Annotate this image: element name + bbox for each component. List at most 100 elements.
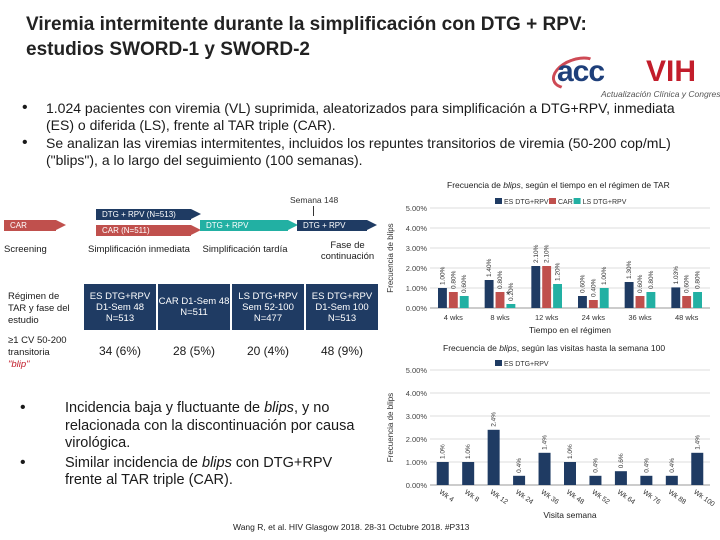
blip-value-cell: 48 (9%) <box>320 344 364 358</box>
row-label-regimen: Régimen de TAR y fase del estudio <box>8 291 70 326</box>
legend-label: ES DTG+RPV <box>504 199 549 206</box>
y-tick-label: 2.00% <box>406 264 428 273</box>
bar <box>635 296 645 308</box>
data-label: 1.4% <box>694 435 701 450</box>
data-label: 0.4% <box>592 458 599 473</box>
x-tick-label: 8 wks <box>490 313 509 322</box>
x-tick-label: 4 wks <box>444 313 463 322</box>
data-label: 0.6% <box>618 453 625 468</box>
bar <box>513 475 526 485</box>
bar <box>531 266 541 308</box>
acc-vih-logo: acc VIH Actualización Clínica y Congreso… <box>547 50 720 100</box>
bar <box>599 288 609 308</box>
chart-1-title: Frecuencia de blips, según el tiempo en … <box>447 180 670 190</box>
bar <box>671 287 681 308</box>
bar-label: CAR <box>10 221 27 230</box>
bar-label: DTG + RPV (N=513) <box>102 210 176 219</box>
bar <box>691 452 704 485</box>
bullet-text-em: blips <box>202 454 232 471</box>
bullet-text: Se analizan las viremias intermitentes, … <box>46 135 671 168</box>
annotation-asterisk: * <box>506 290 510 301</box>
bullet-dot-icon: • <box>20 453 26 471</box>
bullet-item: • Incidencia baja y fluctuante de blips,… <box>20 399 370 453</box>
y-tick-label: 0.00% <box>406 304 428 313</box>
y-tick-label: 5.00% <box>406 204 428 213</box>
y-axis-label: Frecuencia de blips <box>386 393 395 462</box>
y-tick-label: 3.00% <box>406 244 428 253</box>
bar <box>459 296 469 308</box>
x-tick-label: Wk 88 <box>667 489 687 506</box>
week-148-tick <box>313 206 314 216</box>
x-tick-label: Wk 12 <box>488 489 508 506</box>
x-tick-label: Wk 4 <box>438 489 455 504</box>
phase-screening: Screening <box>4 244 47 255</box>
bullet-item: • Se analizan las viremias intermitentes… <box>20 134 700 169</box>
data-label: 0.40% <box>590 278 597 297</box>
data-label: 0.20% <box>508 282 515 301</box>
row-label-blip-em: "blip" <box>8 359 30 370</box>
phase-immediate: Simplificación inmediata <box>88 244 190 255</box>
x-tick-label: Wk 100 <box>692 489 715 508</box>
regimen-cell: ES DTG+RPV D1-Sem 100 N=513 <box>306 284 378 330</box>
study-design-timeline: Semana 148 CAR DTG + RPV (N=513) CAR (N=… <box>0 193 385 473</box>
chart-blips-by-time: 0.00% 1.00% 2.00% 3.00% 4.00% 5.00% Frecuencia… <box>386 198 710 335</box>
bar <box>646 292 656 308</box>
data-label: 0.80% <box>497 270 504 289</box>
data-label: 1.20% <box>555 262 562 281</box>
data-label: 0.80% <box>648 270 655 289</box>
legend-label: ES DTG+RPV <box>504 361 549 368</box>
data-label: 0.4% <box>669 458 676 473</box>
bullet-text-pre: Similar incidencia de <box>65 454 203 471</box>
x-tick-label: 36 wks <box>628 313 652 322</box>
chart-title-pre: Frecuencia de <box>443 343 500 353</box>
bar <box>542 266 552 308</box>
data-label: 2.4% <box>491 412 498 427</box>
week-148-label: Semana 148 <box>290 195 339 205</box>
legend-label: CAR <box>558 199 573 206</box>
bar <box>448 292 458 308</box>
regimen-cell: LS DTG+RPV Sem 52-100 N=477 <box>232 284 304 330</box>
legend-label: LS DTG+RPV <box>583 199 627 206</box>
row-label-blip-text: ≥1 CV 50-200 transitoria <box>8 335 67 358</box>
bullet-item: • 1.024 pacientes con viremia (VL) supri… <box>20 99 700 134</box>
row-label-blip: ≥1 CV 50-200 transitoria "blip" <box>8 335 83 371</box>
bar <box>589 475 602 485</box>
chart-2-title: Frecuencia de blips, según las visitas h… <box>443 343 665 353</box>
chart-blips-by-visit: 0.00% 1.00% 2.00% 3.00% 4.00% 5.00% Frecuencia… <box>386 360 715 520</box>
bar-label: DTG + RPV <box>206 221 249 230</box>
bar <box>588 300 598 308</box>
y-tick-label: 2.00% <box>406 435 428 444</box>
bar <box>484 280 494 308</box>
conclusion-bullets: • Incidencia baja y fluctuante de blips,… <box>20 399 370 492</box>
data-label: 1.30% <box>626 260 633 279</box>
x-axis-label: Tiempo en el régimen <box>529 325 611 335</box>
intro-bullets: • 1.024 pacientes con viremia (VL) supri… <box>20 99 700 170</box>
bar <box>693 292 702 308</box>
data-label: 2.10% <box>533 244 540 263</box>
bar <box>640 475 653 485</box>
bar-label: CAR (N=511) <box>102 226 150 235</box>
bar <box>538 452 551 485</box>
data-label: 1.4% <box>542 435 549 450</box>
x-tick-label: Wk 36 <box>539 489 559 506</box>
data-label: 1.03% <box>673 266 680 285</box>
bar <box>614 471 627 485</box>
data-label: 0.80% <box>450 270 457 289</box>
data-label: 0.60% <box>461 274 468 293</box>
phase-continuation: Fase de continuación <box>320 240 375 262</box>
x-tick-label: Wk 64 <box>616 489 636 506</box>
data-label: 1.00% <box>439 266 446 285</box>
blip-value-cell: 20 (4%) <box>246 344 290 358</box>
bar-label: DTG + RPV <box>303 221 346 230</box>
bar <box>553 284 562 308</box>
title-line-2: estudios SWORD-1 y SWORD-2 <box>26 39 310 60</box>
data-label: 0.60% <box>637 274 644 293</box>
y-tick-label: 4.00% <box>406 224 428 233</box>
reference-footnote: Wang R, et al. HIV Glasgow 2018. 28-31 O… <box>233 522 470 532</box>
bar <box>682 296 692 308</box>
bullet-text: 1.024 pacientes con viremia (VL) suprimi… <box>46 100 675 133</box>
x-tick-label: 12 wks <box>535 313 559 322</box>
data-label: 2.10% <box>544 244 551 263</box>
bar <box>495 292 505 308</box>
y-tick-label: 0.00% <box>406 481 428 490</box>
